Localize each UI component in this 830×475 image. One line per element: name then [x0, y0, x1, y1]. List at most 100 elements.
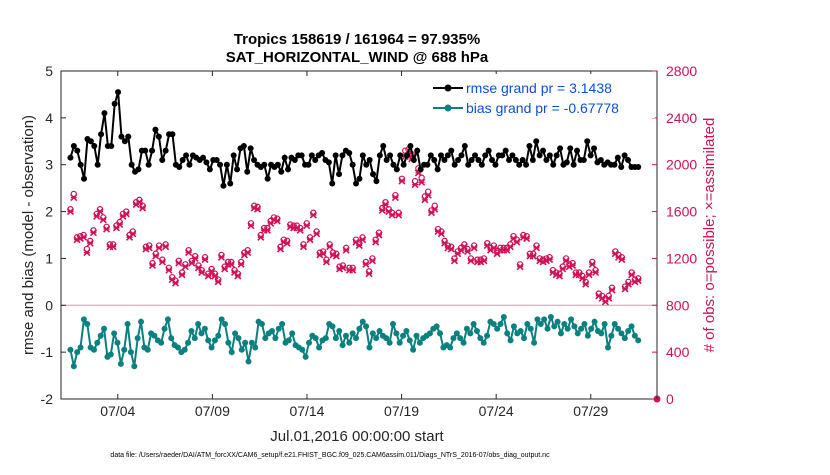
- bias-point: [376, 328, 383, 335]
- bias-point: [571, 323, 578, 330]
- footer-datafile: data file: /Users/raeder/DAI/ATM_forcXX/…: [110, 452, 550, 459]
- rmse-point: [74, 147, 81, 154]
- obs-assimilated-point: [66, 208, 75, 216]
- bias-point: [359, 318, 366, 325]
- rmse-point: [635, 164, 642, 171]
- obs-assimilated-point: [201, 256, 209, 264]
- rmse-point: [363, 161, 370, 168]
- plot-frame: [60, 70, 658, 400]
- rmse-point: [152, 126, 159, 133]
- obs-assimilated-point: [523, 234, 531, 243]
- bias-point: [477, 335, 484, 342]
- obs-assimilated-point: [628, 271, 636, 279]
- rmse-point: [424, 161, 431, 168]
- bias-point: [363, 323, 370, 330]
- obs-assimilated-point: [217, 253, 225, 261]
- obs-assimilated-point: [194, 264, 203, 272]
- obs-assimilated-point: [362, 260, 370, 268]
- bias-point: [584, 332, 591, 339]
- rmse-point: [213, 157, 220, 164]
- rmse-point: [427, 152, 434, 159]
- bias-point: [497, 321, 504, 328]
- rmse-point: [366, 157, 373, 164]
- bias-point: [168, 335, 175, 342]
- rmse-point: [125, 133, 132, 140]
- legend-bias-marker: [444, 104, 452, 112]
- rmse-point: [492, 161, 499, 168]
- y-right-tick-label: 2800: [666, 63, 697, 79]
- rmse-point: [618, 164, 625, 171]
- legend-rmse-label: rmse grand pr = 3.1438: [466, 80, 612, 96]
- bias-point: [70, 363, 77, 370]
- bias-point: [557, 330, 564, 337]
- rmse-point: [448, 147, 455, 154]
- bias-point: [625, 328, 632, 335]
- bias-point: [322, 335, 329, 342]
- rmse-point: [516, 161, 523, 168]
- bias-point: [598, 330, 605, 337]
- x-axis: 07/04 07/09 07/14 07/19 07/24 07/29: [100, 71, 609, 419]
- obs-assimilated-point: [447, 245, 455, 253]
- rmse-point: [506, 157, 513, 164]
- rmse-point: [339, 152, 346, 159]
- rmse-point: [536, 152, 543, 159]
- rmse-point: [121, 138, 128, 145]
- bias-point: [144, 346, 151, 353]
- bias-point: [67, 346, 74, 353]
- bias-point: [346, 339, 353, 346]
- rmse-point: [376, 152, 383, 159]
- obs-assimilated-point: [634, 277, 642, 285]
- bias-point: [578, 325, 585, 332]
- y-left-tick-label: -2: [41, 391, 54, 407]
- bias-point: [195, 321, 202, 328]
- obs-assimilated-point: [381, 200, 390, 209]
- rmse-point: [502, 147, 509, 154]
- bias-point: [158, 339, 165, 346]
- rmse-point: [162, 147, 169, 154]
- bias-point: [504, 330, 511, 337]
- obs-assimilated-point: [378, 206, 386, 214]
- obs-assimilated-point: [135, 198, 143, 206]
- rmse-point: [285, 166, 292, 173]
- bias-point: [517, 328, 524, 335]
- y-left-tick-label: 1: [45, 250, 53, 266]
- obs-assimilated-point: [562, 257, 570, 265]
- bias-point: [238, 346, 245, 353]
- rmse-point: [118, 133, 125, 140]
- rmse-point: [509, 152, 516, 159]
- bias-point: [252, 344, 259, 351]
- rmse-point: [529, 157, 536, 164]
- rmse-point: [591, 145, 598, 152]
- rmse-point: [251, 157, 258, 164]
- obs-assimilated-point: [559, 265, 567, 273]
- rmse-point: [393, 166, 400, 173]
- bias-point: [541, 316, 548, 323]
- obs-assimilated-point: [181, 263, 189, 271]
- obs-assimilated-point: [83, 249, 91, 257]
- obs-assimilated-point: [513, 238, 521, 246]
- rmse-point: [414, 147, 421, 154]
- rmse-point: [87, 138, 94, 145]
- bias-point: [101, 325, 108, 332]
- obs-assimilated-point: [171, 279, 180, 287]
- obs-assimilated-point: [306, 236, 314, 244]
- bias-point: [547, 314, 554, 320]
- rmse-point: [217, 161, 224, 168]
- obs-assimilated-point: [158, 258, 166, 266]
- y-right-tick-label: 1200: [666, 250, 697, 266]
- y-right-tick-label: 400: [666, 344, 690, 360]
- rmse-point: [220, 182, 227, 189]
- bias-point: [312, 335, 319, 342]
- rmse-point: [519, 157, 526, 164]
- rmse-point: [489, 157, 496, 164]
- bias-point: [225, 339, 232, 346]
- bias-point: [410, 346, 417, 353]
- bias-point: [611, 321, 618, 328]
- obs-assimilated-point: [605, 294, 613, 302]
- rmse-point: [159, 157, 166, 164]
- bias-point: [342, 332, 349, 339]
- bias-point: [305, 339, 312, 346]
- y-left-tick-label: 4: [45, 110, 53, 126]
- rmse-point: [319, 150, 326, 156]
